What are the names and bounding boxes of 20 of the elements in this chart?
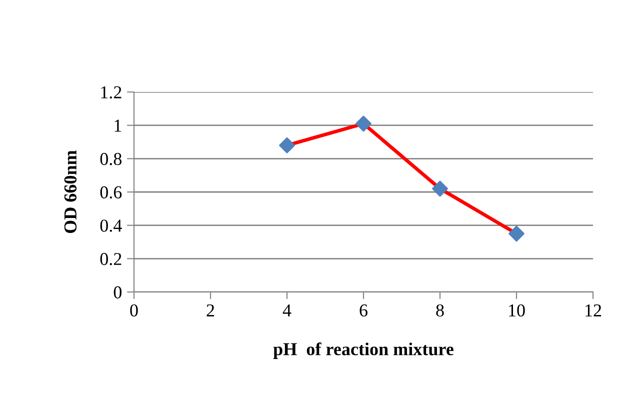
y-tick-label: 1.2 <box>101 86 122 99</box>
y-tick-label: 0 <box>114 286 122 298</box>
y-tick-label: 0.2 <box>100 252 122 266</box>
y-tick-label: 0.8 <box>100 152 122 166</box>
x-tick-label: 6 <box>360 304 368 317</box>
y-tick-label: 1 <box>114 120 122 132</box>
y-tick-label: 0.4 <box>100 220 122 232</box>
x-tick-label: 2 <box>206 304 214 316</box>
point <box>279 137 295 154</box>
y-axis-title: OD 660nm <box>64 150 77 233</box>
x-tick-label: 10 <box>509 304 525 317</box>
x-tick-label: 8 <box>436 304 444 317</box>
point <box>356 116 372 132</box>
point <box>432 180 448 197</box>
y-tick-label: 0.6 <box>100 186 122 199</box>
x-tick-label: 0 <box>130 304 138 317</box>
point <box>508 226 524 242</box>
x-axis-title: pH of reaction mixture <box>273 342 454 359</box>
x-tick-label: 12 <box>586 304 602 316</box>
x-tick-label: 4 <box>282 304 292 316</box>
